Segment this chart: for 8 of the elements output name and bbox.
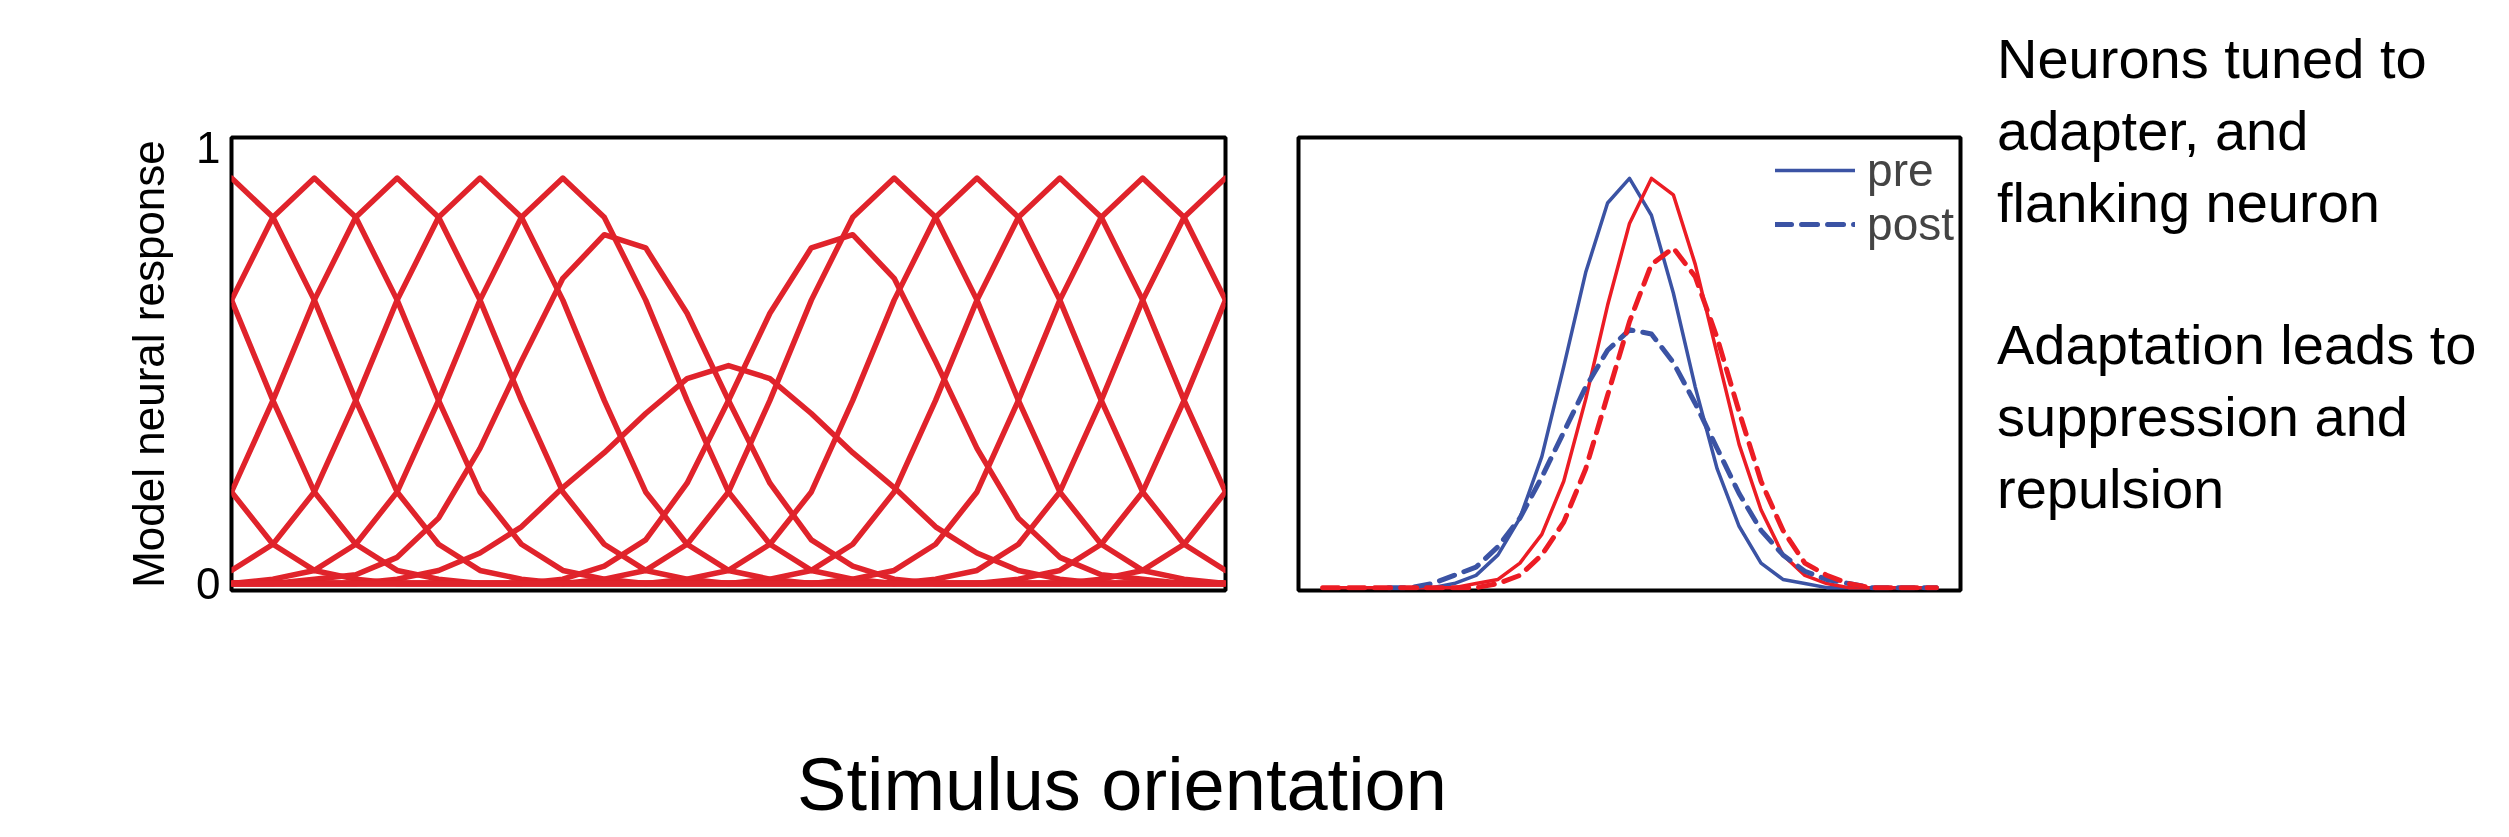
y-axis-title: Model neural response xyxy=(124,140,174,588)
y-tick-label: 1 xyxy=(196,123,221,173)
text: Adaptation leads to suppression and repulsion xyxy=(1997,312,2478,522)
y-tick-label: 0 xyxy=(196,559,221,609)
legend-label: post xyxy=(1867,197,1954,251)
text: Neurons tuned to adapter, and flanking neuron xyxy=(1997,26,2428,236)
x-axis-title: Stimulus orientation xyxy=(797,742,1447,828)
legend-label: pre xyxy=(1867,143,1934,197)
